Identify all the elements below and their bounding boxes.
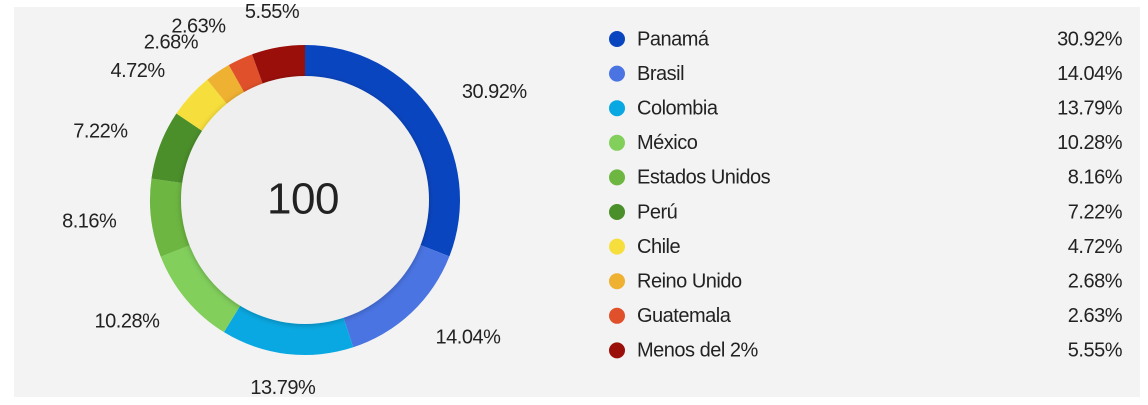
legend-label: Estados Unidos <box>637 167 771 189</box>
legend-swatch <box>609 307 625 324</box>
legend-swatch <box>609 31 625 47</box>
legend-label: México <box>637 132 698 154</box>
legend-label: Chile <box>637 236 680 258</box>
legend-swatch <box>609 273 625 290</box>
legend-label: Reino Unido <box>637 270 742 292</box>
legend-value: 8.16% <box>1068 167 1123 189</box>
donut <box>150 45 460 355</box>
legend-swatch <box>609 169 625 186</box>
legend-label: Guatemala <box>637 305 732 327</box>
legend-value: 5.55% <box>1068 340 1123 362</box>
legend-swatch <box>609 134 625 151</box>
slice-label: 4.72% <box>110 60 165 82</box>
slice-label: 14.04% <box>436 326 502 348</box>
legend-swatch <box>609 204 625 220</box>
slice <box>207 65 246 106</box>
slice <box>176 79 229 132</box>
slice <box>305 45 460 257</box>
legend: Panamá 30.92% Brasil 14.04% Colombia 13.79% Mé… <box>609 28 1123 362</box>
slice-label: 30.92% <box>462 81 528 103</box>
legend-value: 7.22% <box>1068 201 1123 223</box>
legend-label: Perú <box>637 201 677 223</box>
donut-hole <box>181 76 429 324</box>
legend-value: 14.04% <box>1057 63 1123 85</box>
legend-value: 10.28% <box>1057 132 1123 154</box>
slice-label: 2.63% <box>171 16 226 38</box>
slice <box>252 45 305 86</box>
legend-swatch <box>609 342 625 359</box>
legend-value: 2.68% <box>1068 270 1123 292</box>
slice-label: 10.28% <box>95 310 161 332</box>
legend-label: Menos del 2% <box>637 340 758 362</box>
legend-value: 30.92% <box>1057 28 1123 50</box>
slice <box>342 244 450 348</box>
legend-swatch <box>609 238 625 255</box>
slice-label: 2.68% <box>144 31 199 53</box>
slice-label: 5.55% <box>245 1 300 23</box>
slice-label: 7.22% <box>73 120 128 142</box>
legend-value: 13.79% <box>1057 97 1123 119</box>
legend-label: Colombia <box>637 97 719 119</box>
legend-swatch <box>609 100 625 117</box>
legend-value: 2.63% <box>1068 305 1123 327</box>
legend-swatch <box>609 65 625 82</box>
slice-label: 8.16% <box>62 211 117 233</box>
slice-labels: 30.92% 14.04% 13.79% 10.28% 8.16% 7.22% 4.72% 2… <box>62 1 528 399</box>
center-label: 100 <box>267 175 339 224</box>
legend-label: Panamá <box>637 28 710 50</box>
slice <box>160 244 242 333</box>
slice-label: 13.79% <box>250 377 316 399</box>
slice <box>228 54 264 94</box>
legend-value: 4.72% <box>1068 236 1123 258</box>
slice <box>223 303 354 355</box>
slice <box>151 113 204 184</box>
legend-label: Brasil <box>637 63 684 85</box>
